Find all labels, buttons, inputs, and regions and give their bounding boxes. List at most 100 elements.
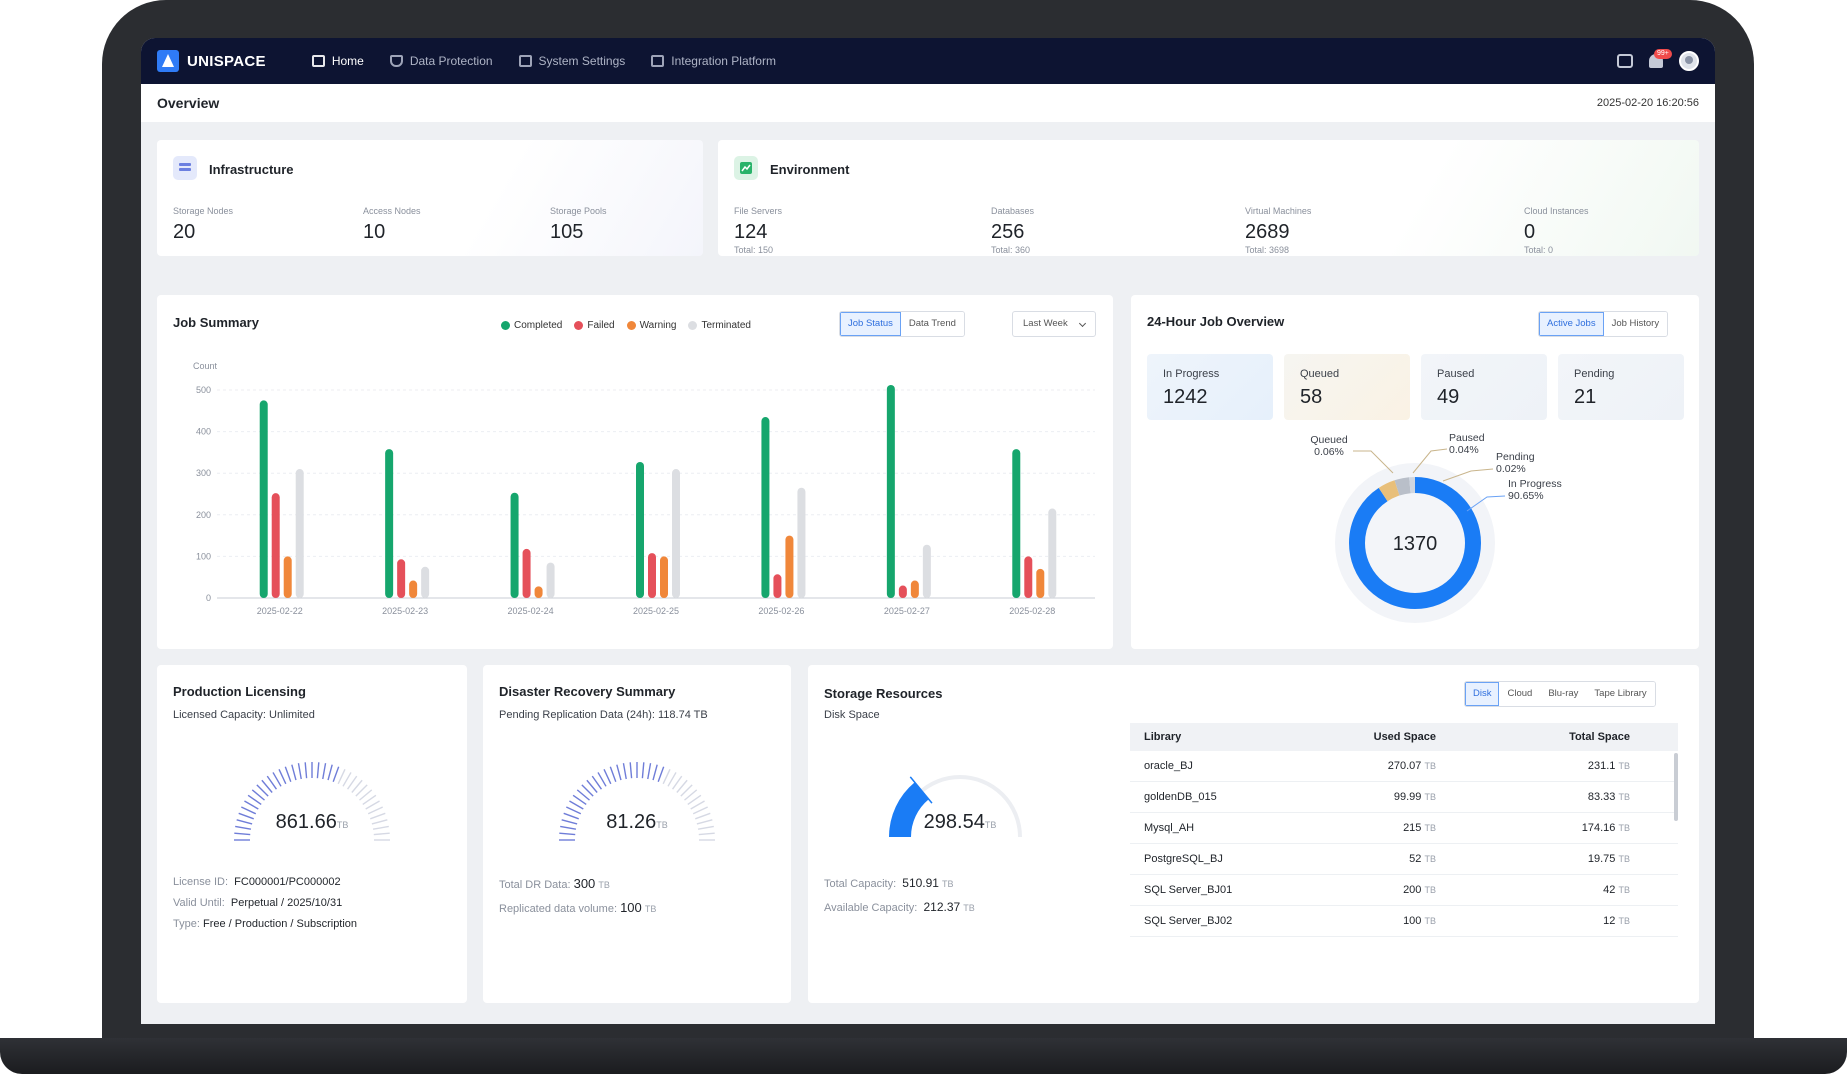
gauge-tick bbox=[616, 764, 622, 781]
library-name: Mysql_AH bbox=[1144, 822, 1195, 834]
y-tick-label: 0 bbox=[206, 593, 211, 603]
tab-active-jobs[interactable]: Active Jobs bbox=[1539, 312, 1604, 336]
donut-label-pct: 0.04% bbox=[1449, 444, 1479, 456]
gauge-tick bbox=[569, 800, 584, 810]
gauge-tick bbox=[370, 812, 386, 820]
total-space: 83.33 TB bbox=[1587, 791, 1630, 803]
disaster-recovery-subtitle: Pending Replication Data (24h): 118.74 T… bbox=[499, 709, 708, 721]
period-select-value: Last Week bbox=[1023, 318, 1068, 329]
table-row[interactable]: goldenDB_015 99.99 TB 83.33 TB bbox=[1130, 782, 1678, 813]
donut-label-name: Paused bbox=[1449, 433, 1485, 444]
tile-pending[interactable]: Pending 21 bbox=[1558, 354, 1684, 420]
gauge-tick bbox=[234, 832, 251, 836]
library-name: SQL Server_BJ02 bbox=[1144, 915, 1233, 927]
gauge-tick bbox=[695, 812, 711, 820]
total-space: 19.75 TB bbox=[1587, 853, 1630, 865]
tile-paused[interactable]: Paused 49 bbox=[1421, 354, 1547, 420]
replicated-data-volume: Replicated data volume: 100 TB bbox=[499, 900, 657, 915]
bar-failed bbox=[773, 574, 782, 598]
integration-icon bbox=[651, 55, 665, 67]
notification-bell-icon[interactable]: 99+ bbox=[1649, 49, 1672, 68]
table-row[interactable]: PostgreSQL_BJ 52 TB 19.75 TB bbox=[1130, 844, 1678, 875]
bar-warning bbox=[785, 535, 794, 598]
column-header-total-space[interactable]: Total Space bbox=[1569, 731, 1630, 743]
column-header-library[interactable]: Library bbox=[1144, 731, 1182, 743]
gauge-tick bbox=[359, 789, 373, 801]
gauge-tick bbox=[297, 763, 302, 780]
job-overview-card: 24-Hour Job Overview Active Jobs Job His… bbox=[1131, 295, 1699, 649]
legend-terminated[interactable]: Terminated bbox=[688, 320, 751, 331]
bar-completed bbox=[636, 461, 644, 598]
library-name: oracle_BJ bbox=[1144, 760, 1193, 772]
storage-nodes-label: Storage Nodes bbox=[173, 206, 234, 216]
y-tick-label: 400 bbox=[196, 427, 211, 437]
nav-item-label: Home bbox=[331, 54, 364, 68]
notification-badge: 99+ bbox=[1654, 49, 1672, 59]
used-space: 270.07 TB bbox=[1387, 760, 1436, 772]
app-logo[interactable]: UNISPACE bbox=[157, 50, 266, 72]
tab-tape-library[interactable]: Tape Library bbox=[1586, 682, 1655, 706]
job-summary-bar-chart: Count 0 100 200 300 400 500 2025-02-22 2025-02-2… bbox=[193, 361, 1095, 616]
nav-item-data-protection[interactable]: Data Protection bbox=[389, 54, 493, 68]
bar-completed bbox=[1012, 449, 1021, 598]
x-tick-label: 2025-02-24 bbox=[508, 606, 554, 616]
nav-item-integration-platform[interactable]: Integration Platform bbox=[651, 54, 776, 68]
total-space: 12 TB bbox=[1603, 915, 1630, 927]
bar-completed bbox=[259, 400, 268, 598]
gauge-tick bbox=[692, 806, 708, 815]
gauge-tick bbox=[561, 819, 578, 825]
gauge-tick bbox=[284, 766, 292, 782]
legend-warning[interactable]: Warning bbox=[626, 320, 676, 331]
total-dr-data: Total DR Data: 300 TB bbox=[499, 876, 610, 891]
tab-blu-ray[interactable]: Blu-ray bbox=[1540, 682, 1587, 706]
laptop-base bbox=[0, 1038, 1847, 1074]
donut-leader-line bbox=[1442, 468, 1494, 482]
tab-data-trend[interactable]: Data Trend bbox=[900, 312, 964, 336]
used-space: 52 TB bbox=[1409, 853, 1436, 865]
gauge-tick bbox=[560, 825, 577, 830]
gauge-tick bbox=[316, 762, 320, 779]
license-valid-until: Valid Until: Perpetual / 2025/10/31 bbox=[173, 897, 343, 909]
disaster-recovery-gauge bbox=[559, 762, 715, 841]
column-header-used-space[interactable]: Used Space bbox=[1373, 731, 1436, 743]
table-row[interactable]: SQL Server_BJ02 100 TB 12 TB bbox=[1130, 906, 1678, 937]
gauge-tick bbox=[641, 762, 645, 779]
bar-failed bbox=[1024, 556, 1033, 598]
tile-queued[interactable]: Queued 58 bbox=[1284, 354, 1410, 420]
gauge-tick bbox=[657, 766, 665, 782]
tile-in-progress[interactable]: In Progress 1242 bbox=[1147, 354, 1273, 420]
gauge-tick bbox=[662, 769, 671, 785]
gauge-fill bbox=[889, 782, 930, 838]
used-space: 215 TB bbox=[1403, 822, 1436, 834]
bar-terminated bbox=[546, 562, 555, 598]
legend-completed[interactable]: Completed bbox=[501, 320, 562, 331]
table-row[interactable]: SQL Server_BJ01 200 TB 42 TB bbox=[1130, 875, 1678, 906]
screen-cast-icon[interactable] bbox=[1617, 54, 1633, 68]
table-scrollbar[interactable] bbox=[1674, 753, 1678, 821]
donut-hole bbox=[1365, 493, 1465, 593]
gauge-tick bbox=[327, 764, 333, 781]
nav-item-label: Integration Platform bbox=[671, 54, 776, 68]
tab-cloud[interactable]: Cloud bbox=[1499, 682, 1541, 706]
tab-job-status[interactable]: Job Status bbox=[840, 312, 901, 336]
y-tick-label: 100 bbox=[196, 551, 211, 561]
tab-disk[interactable]: Disk bbox=[1465, 682, 1500, 706]
nav-item-home[interactable]: Home bbox=[311, 54, 364, 68]
nav-item-label: System Settings bbox=[538, 54, 626, 68]
donut-label-name: Pending bbox=[1496, 451, 1535, 463]
gauge-tick bbox=[261, 779, 273, 793]
user-avatar[interactable] bbox=[1679, 51, 1699, 71]
table-row[interactable]: oracle_BJ 270.07 TB 231.1 TB bbox=[1130, 751, 1678, 782]
cloud-instances-total: Total: 0 bbox=[1524, 245, 1554, 255]
nav-item-system-settings[interactable]: System Settings bbox=[518, 54, 626, 68]
table-body: oracle_BJ 270.07 TB 231.1 TB goldenDB_015 99… bbox=[1130, 751, 1678, 937]
databases-value: 256 bbox=[991, 221, 1025, 243]
bar-failed bbox=[522, 548, 531, 598]
page-title: Overview bbox=[157, 95, 220, 111]
tab-job-history[interactable]: Job History bbox=[1603, 312, 1668, 336]
legend-failed[interactable]: Failed bbox=[574, 320, 615, 331]
virtual-machines-label: Virtual Machines bbox=[1245, 206, 1312, 216]
table-row[interactable]: Mysql_AH 215 TB 174.16 TB bbox=[1130, 813, 1678, 844]
storage-subtitle: Disk Space bbox=[824, 709, 880, 721]
period-select[interactable]: Last Week bbox=[1012, 311, 1096, 337]
